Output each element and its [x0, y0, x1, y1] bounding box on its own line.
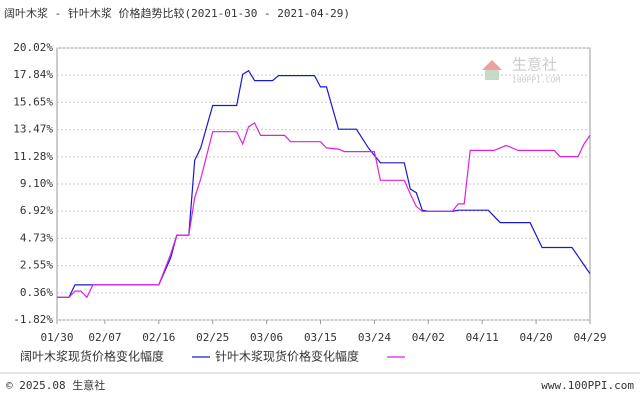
- y-tick-label: 20.02%: [13, 41, 53, 54]
- y-tick-label: 6.92%: [20, 204, 53, 217]
- y-tick-label: 0.36%: [20, 286, 53, 299]
- x-tick-label: 03/24: [358, 331, 391, 344]
- y-tick-label: 11.28%: [13, 150, 53, 163]
- x-tick-label: 04/29: [573, 331, 606, 344]
- x-tick-label: 03/15: [304, 331, 337, 344]
- x-tick-label: 04/02: [412, 331, 445, 344]
- y-tick-label: 4.73%: [20, 231, 53, 244]
- x-tick-label: 02/07: [88, 331, 121, 344]
- x-tick-label: 02/25: [196, 331, 229, 344]
- legend-label: 针叶木浆现货价格变化幅度: [215, 349, 359, 364]
- logo-icon: [485, 70, 499, 80]
- y-tick-label: 17.84%: [13, 68, 53, 81]
- y-tick-label: 2.55%: [20, 259, 53, 272]
- legend-label: 阔叶木浆现货价格变化幅度: [20, 349, 164, 364]
- y-tick-label: 9.10%: [20, 177, 53, 190]
- x-tick-label: 01/30: [40, 331, 73, 344]
- series-line: [57, 122, 591, 299]
- x-tick-label: 04/20: [520, 331, 553, 344]
- y-tick-label: 15.65%: [13, 95, 53, 108]
- chart-title: 阔叶木浆 - 针叶木浆 价格趋势比较(2021-01-30 - 2021-04-…: [4, 6, 350, 20]
- footer-site: www.100PPI.com: [541, 379, 634, 392]
- logo-icon: [482, 60, 502, 70]
- footer-copyright: © 2025.08 生意社: [6, 378, 105, 392]
- x-tick-label: 02/16: [142, 331, 175, 344]
- y-tick-label: 13.47%: [13, 123, 53, 136]
- watermark-name: 生意社: [512, 56, 557, 74]
- y-tick-label: -1.82%: [13, 313, 53, 326]
- watermark-url: 100PPI.COM: [512, 76, 560, 85]
- x-tick-label: 03/06: [250, 331, 283, 344]
- x-tick-label: 04/11: [466, 331, 499, 344]
- watermark: 生意社 100PPI.COM: [482, 56, 560, 85]
